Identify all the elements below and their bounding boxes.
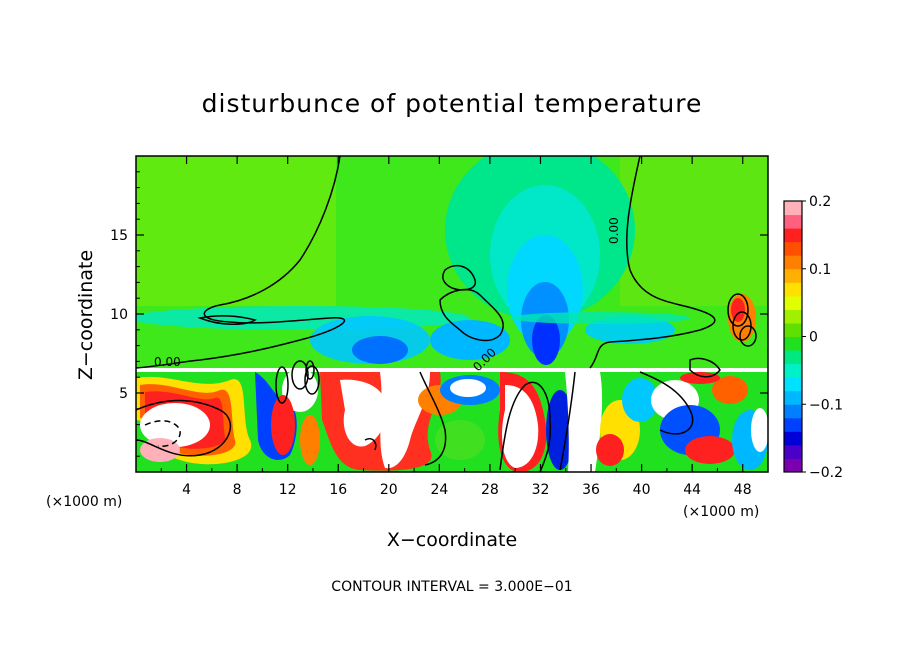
colorbar-ticks: 0.2 0.1 0 −0.1 −0.2	[802, 194, 843, 481]
colorbar-swatch	[784, 377, 802, 392]
contour-lines	[136, 156, 757, 472]
colorbar-tick-label: −0.1	[809, 397, 843, 413]
colorbar-swatch	[784, 336, 802, 351]
colorbar-swatch	[784, 322, 802, 337]
contour-interval-note: CONTOUR INTERVAL = 3.000E−01	[331, 579, 572, 595]
x-unit-label-right: (×1000 m)	[683, 504, 759, 520]
colorbar-swatch	[784, 309, 802, 324]
colorbar-swatch	[784, 295, 802, 310]
chart-title: disturbunce of potential temperature	[202, 89, 703, 118]
colorbar-swatch	[784, 431, 802, 446]
x-tick-label: 40	[633, 482, 651, 498]
colorbar-swatch	[784, 255, 802, 270]
x-tick-label: 48	[734, 482, 752, 498]
colorbar-tick-label: 0	[809, 330, 818, 346]
y-tick-label: 15	[110, 228, 128, 244]
y-axis-title: Z−coordinate	[75, 250, 97, 380]
contour-label: 0.00	[607, 217, 621, 244]
x-tick-label: 12	[279, 482, 297, 498]
x-tick-label: 28	[481, 482, 499, 498]
x-tick-label: 44	[683, 482, 701, 498]
x-unit-label-left: (×1000 m)	[46, 494, 122, 510]
colorbar-swatch	[784, 390, 802, 405]
colorbar-swatch	[784, 350, 802, 365]
x-tick-label: 4	[182, 482, 191, 498]
x-tick-label: 36	[582, 482, 600, 498]
temperature-field	[136, 156, 768, 472]
colorbar-swatch	[784, 404, 802, 419]
x-tick-label: 32	[532, 482, 550, 498]
colorbar-swatch	[784, 241, 802, 256]
x-tick-label: 24	[430, 482, 448, 498]
colorbar-swatch	[784, 268, 802, 283]
contour-label: 0.00	[154, 355, 181, 369]
colorbar-tick-label: −0.2	[809, 465, 843, 481]
y-tick-label: 10	[110, 307, 128, 323]
x-axis-title: X−coordinate	[387, 529, 517, 551]
x-tick-label: 20	[380, 482, 398, 498]
colorbar-swatch	[784, 201, 802, 216]
colorbar-swatch	[784, 282, 802, 297]
colorbar-swatch	[784, 214, 802, 229]
x-tick-label: 16	[329, 482, 347, 498]
x-axis: 4 8 12 16 20 24 28 32 36 40 44 48	[160, 156, 752, 498]
colorbar-swatch	[784, 363, 802, 378]
colorbar-swatch	[784, 444, 802, 459]
colorbar	[783, 200, 803, 473]
colorbar-swatch	[784, 417, 802, 432]
colorbar-tick-label: 0.2	[809, 194, 831, 210]
colorbar-swatch	[784, 228, 802, 243]
y-tick-label: 5	[119, 386, 128, 402]
colorbar-swatch	[784, 458, 802, 473]
x-tick-label: 8	[233, 482, 242, 498]
y-axis: 5 10 15	[110, 171, 768, 457]
colorbar-tick-label: 0.1	[809, 262, 831, 278]
